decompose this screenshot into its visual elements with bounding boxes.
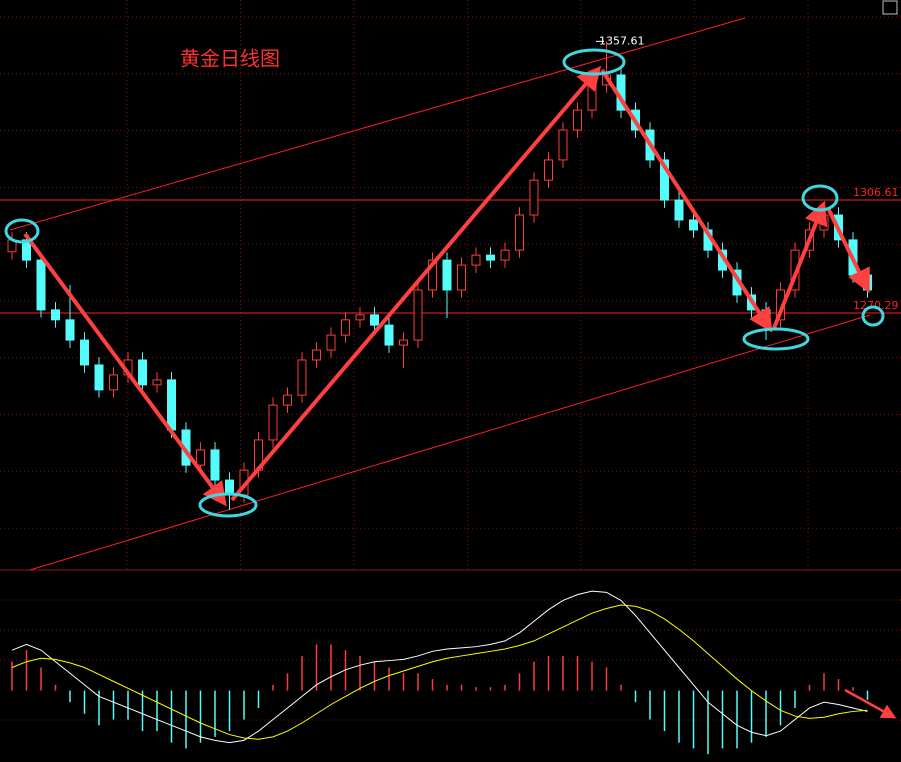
candle-body — [312, 349, 321, 361]
candle-body — [486, 254, 495, 261]
candle-body — [109, 374, 118, 391]
candle-body — [341, 319, 350, 336]
level-label: 1270.29 — [853, 299, 899, 312]
candle-body — [283, 394, 292, 406]
panel-icon[interactable] — [882, 0, 898, 15]
candle-body — [196, 449, 205, 466]
arrow — [826, 207, 870, 294]
macd-line — [11, 604, 868, 740]
candle-body — [355, 314, 365, 321]
candle-body — [384, 324, 394, 346]
candle-body — [529, 179, 539, 216]
high-label: 1357.61 — [599, 34, 645, 47]
candle-body — [544, 159, 553, 181]
candle-body — [399, 339, 408, 346]
candle-body — [442, 259, 452, 291]
arrow — [23, 232, 227, 507]
candle-body — [138, 359, 147, 386]
candle-body — [819, 214, 829, 231]
macd-line — [11, 590, 868, 744]
candle-body — [65, 319, 75, 341]
arrow — [600, 68, 773, 333]
candle-body — [558, 129, 568, 161]
candle-body — [573, 109, 582, 131]
candle-body — [297, 359, 307, 396]
candle-body — [500, 249, 510, 261]
candle-body — [689, 219, 698, 231]
level-label: 1306.61 — [853, 186, 899, 199]
candle-body — [326, 334, 336, 351]
grid — [0, 0, 901, 721]
ellipse — [801, 184, 839, 212]
highlight-ellipses — [4, 48, 885, 518]
ellipse — [4, 218, 40, 244]
candle-body — [674, 199, 684, 221]
arrow — [844, 688, 897, 719]
arrow — [230, 65, 602, 502]
candle-body — [94, 364, 104, 391]
candle-body — [471, 254, 481, 266]
candle-body — [660, 159, 669, 201]
candle-body — [457, 264, 466, 291]
candle-body — [370, 314, 379, 326]
chart-title: 黄金日线图 — [180, 47, 280, 71]
candle-body — [515, 214, 524, 251]
ellipse — [861, 305, 885, 327]
candle-body — [152, 379, 162, 386]
channel-lower — [29, 314, 871, 571]
candle-body — [428, 259, 437, 291]
candle-body — [80, 339, 89, 366]
candle-body — [167, 379, 176, 431]
ellipse — [562, 48, 626, 76]
macd-panel — [11, 590, 869, 755]
ellipse — [742, 327, 810, 351]
ellipse — [198, 492, 258, 518]
candle-body — [413, 289, 423, 341]
arrow — [772, 200, 828, 329]
candle-body — [587, 84, 597, 111]
trend-arrows — [23, 65, 897, 719]
channel-upper — [9, 17, 746, 231]
candle-body — [51, 309, 60, 321]
candle-body — [268, 404, 278, 441]
candle-body — [36, 259, 46, 311]
candle-body — [22, 239, 31, 261]
candle-body — [210, 449, 220, 481]
